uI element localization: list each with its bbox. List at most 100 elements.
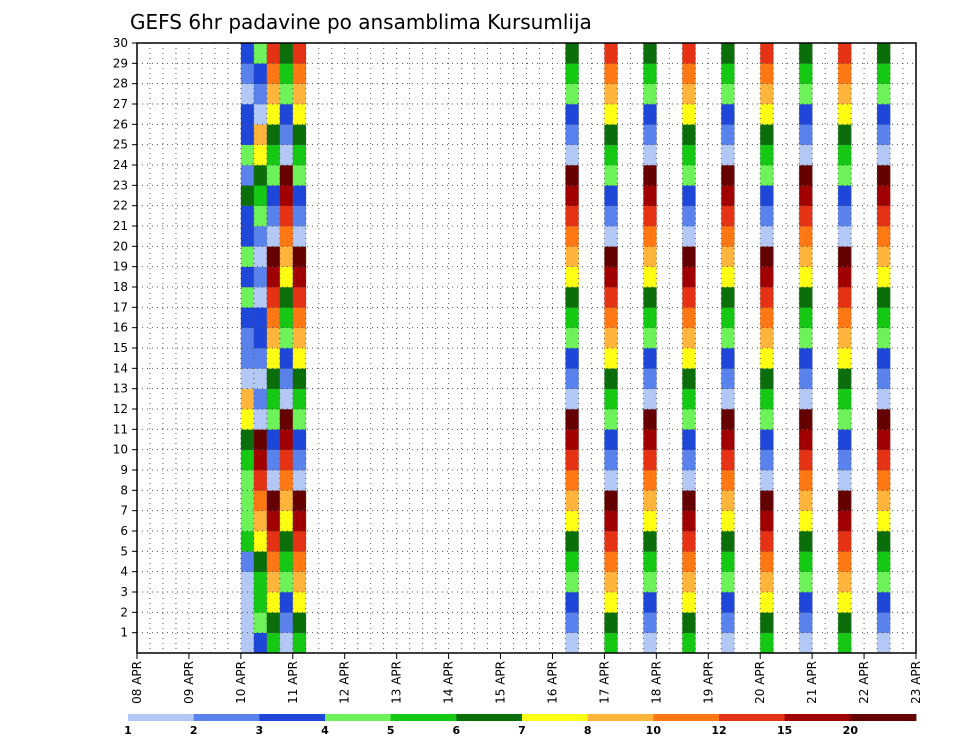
heatmap-cell xyxy=(565,185,579,206)
heatmap-cell xyxy=(682,83,696,105)
heatmap-cell xyxy=(565,531,579,552)
colorbar-swatch xyxy=(259,714,326,721)
heatmap-cell xyxy=(565,348,579,369)
heatmap-cell xyxy=(604,592,618,613)
heatmap-cell xyxy=(721,124,735,145)
heatmap-cell xyxy=(721,266,735,288)
heatmap-cell xyxy=(240,124,255,145)
heatmap-cell xyxy=(643,104,657,125)
y-tick-label: 26 xyxy=(113,117,128,131)
heatmap-cell xyxy=(838,165,852,186)
heatmap-cell xyxy=(682,144,696,166)
heatmap-cell xyxy=(266,409,281,430)
heatmap-cell xyxy=(253,63,268,84)
heatmap-cell xyxy=(721,246,735,267)
heatmap-cell xyxy=(279,266,294,288)
heatmap-cell xyxy=(253,124,268,145)
heatmap-cell xyxy=(292,165,307,186)
heatmap-cell xyxy=(682,185,696,206)
x-tick-label: 12 APR xyxy=(338,661,352,704)
heatmap-cell xyxy=(266,551,281,572)
y-tick-label: 18 xyxy=(113,280,128,294)
grid-lines xyxy=(136,43,917,653)
heatmap-cell xyxy=(799,287,813,308)
y-tick-label: 16 xyxy=(113,321,128,335)
heatmap-cell xyxy=(877,266,891,288)
y-tick-label: 21 xyxy=(113,219,128,233)
heatmap-cell xyxy=(760,531,774,552)
heatmap-cell xyxy=(292,348,307,369)
heatmap-cell xyxy=(240,165,255,186)
heatmap-cell xyxy=(292,368,307,389)
heatmap-cell xyxy=(565,429,579,450)
heatmap-cell xyxy=(682,307,696,328)
heatmap-cell xyxy=(604,104,618,125)
heatmap-cell xyxy=(682,348,696,369)
y-tick-label: 20 xyxy=(113,239,128,253)
heatmap-cell xyxy=(279,307,294,328)
heatmap-cell xyxy=(266,429,281,450)
x-tick-label: 14 APR xyxy=(442,661,456,704)
heatmap-cell xyxy=(279,165,294,186)
colorbar-label: 8 xyxy=(584,724,592,737)
heatmap-cell xyxy=(292,470,307,491)
y-tick-label: 2 xyxy=(120,605,128,619)
heatmap-cell xyxy=(292,449,307,471)
heatmap-cell xyxy=(253,571,268,593)
heatmap-cell xyxy=(799,246,813,267)
y-tick-label: 15 xyxy=(113,341,128,355)
colorbar: 1 2 3 4 5 6 7 8 10 12 15 20 xyxy=(124,714,917,737)
heatmap-cell xyxy=(682,429,696,450)
heatmap-cell xyxy=(240,43,255,64)
heatmap-cell xyxy=(760,104,774,125)
heatmap-cell xyxy=(760,287,774,308)
heatmap-cell xyxy=(292,83,307,105)
heatmap-cell xyxy=(253,490,268,511)
heatmap-cell xyxy=(760,551,774,572)
heatmap-cell xyxy=(253,205,268,227)
heatmap-cell xyxy=(604,612,618,633)
colorbar-swatch xyxy=(719,714,786,721)
heatmap-cell xyxy=(682,63,696,84)
heatmap-cell xyxy=(279,368,294,389)
heatmap-cell xyxy=(292,63,307,84)
y-axis-ticks: 1234567891011121314151617181920212223242… xyxy=(113,36,137,640)
heatmap-cell xyxy=(760,266,774,288)
heatmap-cell xyxy=(838,327,852,349)
heatmap-cell xyxy=(682,490,696,511)
heatmap-cell xyxy=(877,165,891,186)
heatmap-cell xyxy=(604,266,618,288)
heatmap-cell xyxy=(253,287,268,308)
heatmap-cell xyxy=(838,124,852,145)
heatmap-cell xyxy=(279,124,294,145)
heatmap-cell xyxy=(799,144,813,166)
heatmap-cell xyxy=(643,388,657,410)
heatmap-cell xyxy=(643,185,657,206)
heatmap-cell xyxy=(643,551,657,572)
y-tick-label: 9 xyxy=(120,463,128,477)
heatmap-cell xyxy=(604,63,618,84)
heatmap-cell xyxy=(266,470,281,491)
heatmap-cell xyxy=(604,226,618,247)
heatmap-cell xyxy=(643,449,657,471)
heatmap-cell xyxy=(643,571,657,593)
heatmap-cell xyxy=(721,307,735,328)
heatmap-cell xyxy=(799,327,813,349)
heatmap-cell xyxy=(279,449,294,471)
y-tick-label: 22 xyxy=(113,199,128,213)
heatmap-cell xyxy=(682,266,696,288)
heatmap-cell xyxy=(292,205,307,227)
heatmap-cell xyxy=(266,327,281,349)
colorbar-swatch xyxy=(390,714,457,721)
heatmap-cell xyxy=(721,144,735,166)
heatmap-cell xyxy=(266,43,281,64)
heatmap-cell xyxy=(292,266,307,288)
heatmap-cell xyxy=(279,43,294,64)
heatmap-cell xyxy=(643,409,657,430)
y-tick-label: 11 xyxy=(113,422,128,436)
heatmap-cell xyxy=(292,612,307,633)
heatmap-cell xyxy=(838,388,852,410)
heatmap-cell xyxy=(721,551,735,572)
y-tick-label: 28 xyxy=(113,77,128,91)
heatmap-cell xyxy=(266,388,281,410)
